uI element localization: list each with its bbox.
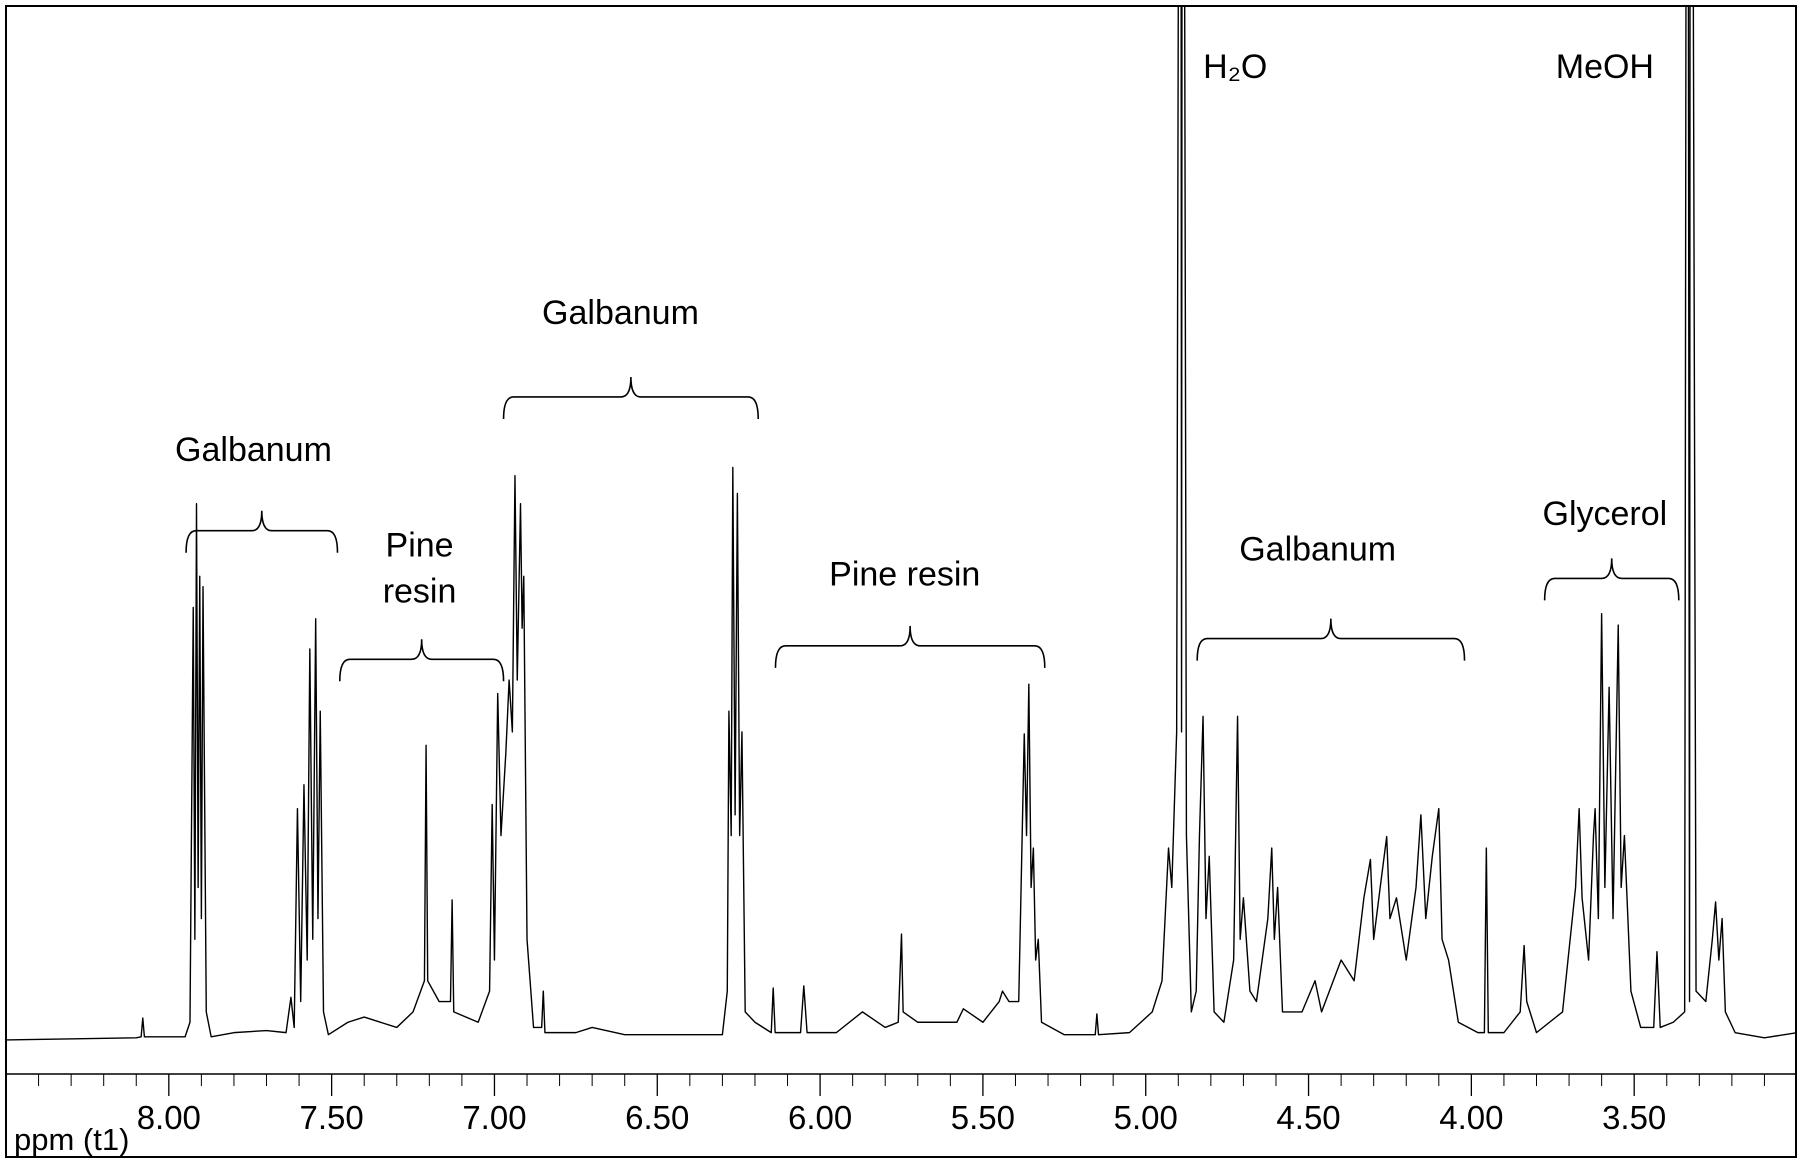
annotation-bracket: [774, 625, 1046, 668]
x-tick-label: 5.50: [951, 1099, 1015, 1136]
annotation-bracket: [185, 510, 339, 553]
annotation-label: Pine: [386, 526, 454, 564]
annotation-label: H₂O: [1203, 48, 1267, 86]
spectrum-line: [6, 6, 1797, 1041]
annotation-label: MeOH: [1556, 48, 1654, 86]
annotation-bracket: [338, 639, 505, 682]
x-tick-label: 7.50: [300, 1099, 364, 1136]
plot-area: [6, 6, 1797, 1041]
annotation-bracket: [1543, 558, 1680, 601]
x-tick-label: 3.50: [1602, 1099, 1666, 1136]
annotation-bracket: [1196, 618, 1466, 661]
annotation-label: Glycerol: [1543, 495, 1668, 533]
annotation-label: Galbanum: [175, 431, 332, 469]
annotation-label: Galbanum: [1239, 530, 1396, 568]
annotation-bracket: [502, 376, 760, 419]
annotation-label: Galbanum: [542, 294, 699, 332]
x-tick-label: 7.00: [462, 1099, 526, 1136]
frame: [5, 5, 1797, 1158]
x-tick-label: 8.00: [137, 1099, 201, 1136]
annotation-label: resin: [383, 572, 457, 610]
x-axis-label: ppm (t1): [14, 1122, 129, 1157]
x-tick-label: 5.00: [1114, 1099, 1178, 1136]
x-tick-label: 6.00: [788, 1099, 852, 1136]
annotation-label: Pine resin: [829, 555, 980, 593]
x-tick-label: 4.50: [1276, 1099, 1340, 1136]
x-tick-label: 6.50: [625, 1099, 689, 1136]
x-tick-label: 4.00: [1439, 1099, 1503, 1136]
